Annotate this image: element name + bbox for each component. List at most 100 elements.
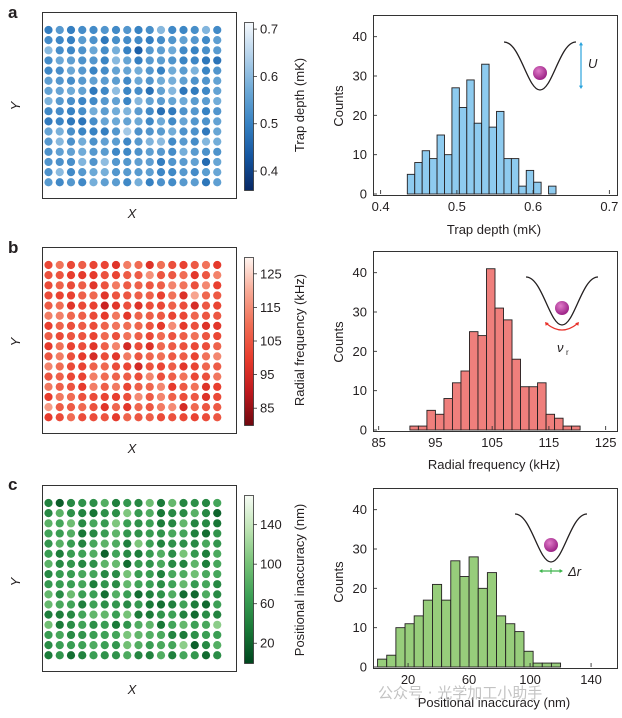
heatmap-dot <box>123 127 132 136</box>
heatmap-dot <box>111 260 121 270</box>
atom-icon <box>555 301 569 315</box>
heatmap-dot <box>145 413 154 422</box>
heatmap-dot <box>168 321 177 330</box>
heatmap-dot <box>111 301 121 310</box>
heatmap-dot <box>179 331 188 341</box>
heatmap-dot <box>66 178 76 187</box>
heatmap-dot <box>145 271 154 280</box>
heatmap-dot <box>156 96 166 106</box>
heatmap-dot <box>168 498 177 508</box>
heatmap-dot <box>190 498 199 508</box>
heatmap-dot <box>134 25 143 35</box>
heatmap-dot <box>100 36 109 45</box>
heatmap-dot <box>55 342 64 351</box>
potential-well-icon <box>503 41 577 91</box>
heatmap-dot <box>44 168 53 177</box>
heatmap-dot <box>44 260 53 270</box>
colorbar <box>244 495 254 664</box>
heatmap-dot <box>55 66 64 75</box>
heatmap-dot <box>179 127 188 136</box>
heatmap-dot <box>123 117 132 126</box>
heatmap-dot <box>190 96 199 106</box>
heatmap-dot <box>89 549 98 558</box>
heatmap-dot <box>89 362 98 371</box>
heatmap-dot <box>179 403 188 412</box>
heatmap-dot <box>78 178 87 187</box>
heatmap-dot <box>201 271 211 280</box>
heatmap-dot <box>190 590 199 599</box>
heatmap-dot <box>44 352 53 361</box>
heatmap-dot <box>156 147 166 156</box>
heatmap-dot <box>179 311 188 320</box>
heatmap-dot <box>78 117 87 126</box>
heatmap-radial-frequency: 85 95 105 115 125 <box>42 247 282 434</box>
heatmap-dot <box>66 311 76 320</box>
heatmap-dot <box>168 76 177 85</box>
heatmap-dot <box>66 321 76 330</box>
heatmap-dot <box>111 271 121 280</box>
heatmap-dot <box>44 301 53 310</box>
heatmap-dot <box>55 107 64 116</box>
heatmap-dot <box>123 178 132 187</box>
heatmap-dot <box>156 301 166 310</box>
heatmap-dot <box>168 559 177 569</box>
heatmap-dot <box>78 569 87 579</box>
heatmap-dot <box>213 372 222 381</box>
heatmap-dot <box>201 392 211 402</box>
heatmap-dot <box>201 549 211 558</box>
heatmap-dot <box>190 403 199 412</box>
histogram-c-ylabel: Counts <box>331 561 346 603</box>
heatmap-dot <box>111 86 121 95</box>
heatmap-dot <box>100 178 109 187</box>
heatmap-dot <box>201 620 211 629</box>
heatmap-dot <box>66 519 76 528</box>
heatmap-dot <box>168 311 177 320</box>
heatmap-dot <box>134 352 143 361</box>
x-tick-label: 105 <box>481 435 503 450</box>
heatmap-dot <box>111 137 121 146</box>
histogram-bar <box>404 623 415 668</box>
heatmap-dot <box>156 498 166 508</box>
heatmap-dot <box>168 362 177 371</box>
heatmap-dot <box>111 559 121 569</box>
heatmap-dot <box>201 56 211 65</box>
heatmap-dot <box>168 260 177 270</box>
heatmap-dot <box>213 178 222 187</box>
heatmap-dot <box>213 76 222 85</box>
heatmap-dot <box>123 271 132 280</box>
heatmap-dot <box>213 127 222 136</box>
heatmap-dot <box>179 651 188 660</box>
heatmap-dot <box>55 178 64 187</box>
heatmap-dot <box>190 107 199 116</box>
heatmap-dot <box>201 569 211 579</box>
heatmap-dot <box>100 331 109 341</box>
heatmap-dot <box>111 519 121 528</box>
heatmap-dot <box>89 76 98 85</box>
heatmap-dot <box>201 519 211 528</box>
heatmap-dot <box>190 56 199 65</box>
heatmap-dot <box>123 600 132 609</box>
heatmap-dot <box>89 392 98 402</box>
heatmap-dot <box>44 620 53 629</box>
heatmap-dot <box>44 157 53 167</box>
heatmap-dot <box>55 157 64 167</box>
heatmap-dot <box>156 539 166 548</box>
heatmap-dot <box>190 519 199 528</box>
heatmap-dot <box>190 630 199 640</box>
heatmap-dot <box>78 600 87 609</box>
heatmap-dot <box>55 529 64 538</box>
heatmap-dot <box>134 157 143 167</box>
heatmap-dot <box>190 610 199 619</box>
heatmap-dot <box>111 76 121 85</box>
heatmap-dot <box>55 620 64 629</box>
heatmap-dot <box>55 281 64 290</box>
heatmap-dot <box>55 291 64 300</box>
heatmap-dot <box>190 311 199 320</box>
heatmap-dot <box>111 580 121 589</box>
heatmap-dot <box>145 311 154 320</box>
heatmap-dot <box>168 600 177 609</box>
heatmap-dot <box>55 610 64 619</box>
heatmap-dot <box>55 86 64 95</box>
heatmap-dot <box>55 311 64 320</box>
heatmap-dot <box>111 168 121 177</box>
